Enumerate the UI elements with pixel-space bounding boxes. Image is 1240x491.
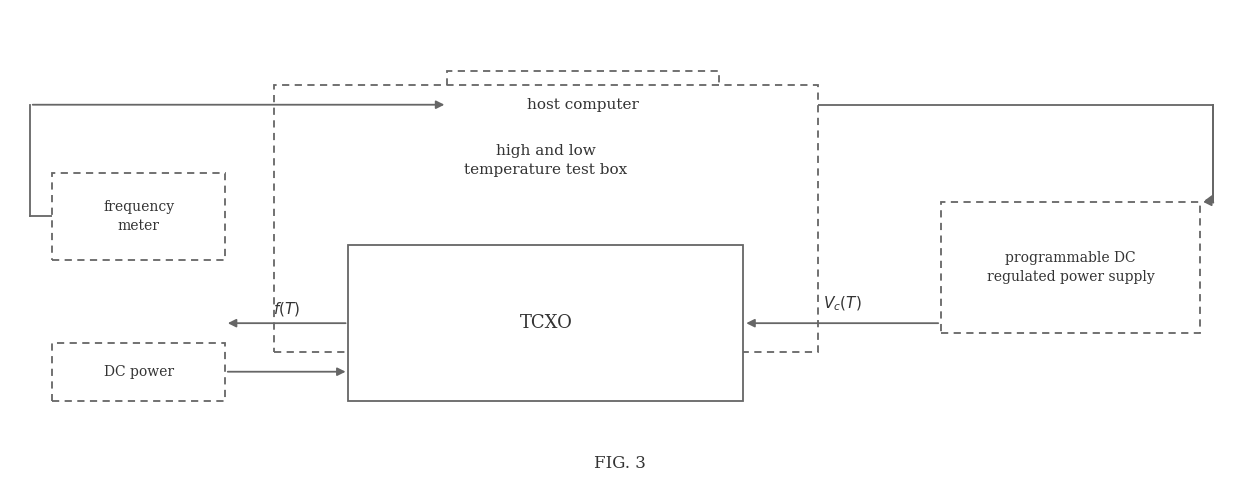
- Text: TCXO: TCXO: [520, 314, 573, 332]
- FancyBboxPatch shape: [274, 85, 817, 353]
- Text: $f(T)$: $f(T)$: [273, 300, 300, 318]
- FancyBboxPatch shape: [52, 343, 224, 401]
- FancyBboxPatch shape: [348, 246, 744, 401]
- FancyBboxPatch shape: [52, 173, 224, 260]
- Text: FIG. 3: FIG. 3: [594, 456, 646, 472]
- FancyBboxPatch shape: [941, 202, 1200, 333]
- Text: DC power: DC power: [103, 365, 174, 379]
- Text: high and low
temperature test box: high and low temperature test box: [464, 144, 627, 177]
- Text: $V_c(T)$: $V_c(T)$: [823, 295, 862, 313]
- Text: host computer: host computer: [527, 98, 639, 112]
- Text: programmable DC
regulated power supply: programmable DC regulated power supply: [987, 250, 1154, 284]
- FancyBboxPatch shape: [448, 71, 719, 138]
- Text: frequency
meter: frequency meter: [103, 200, 174, 233]
